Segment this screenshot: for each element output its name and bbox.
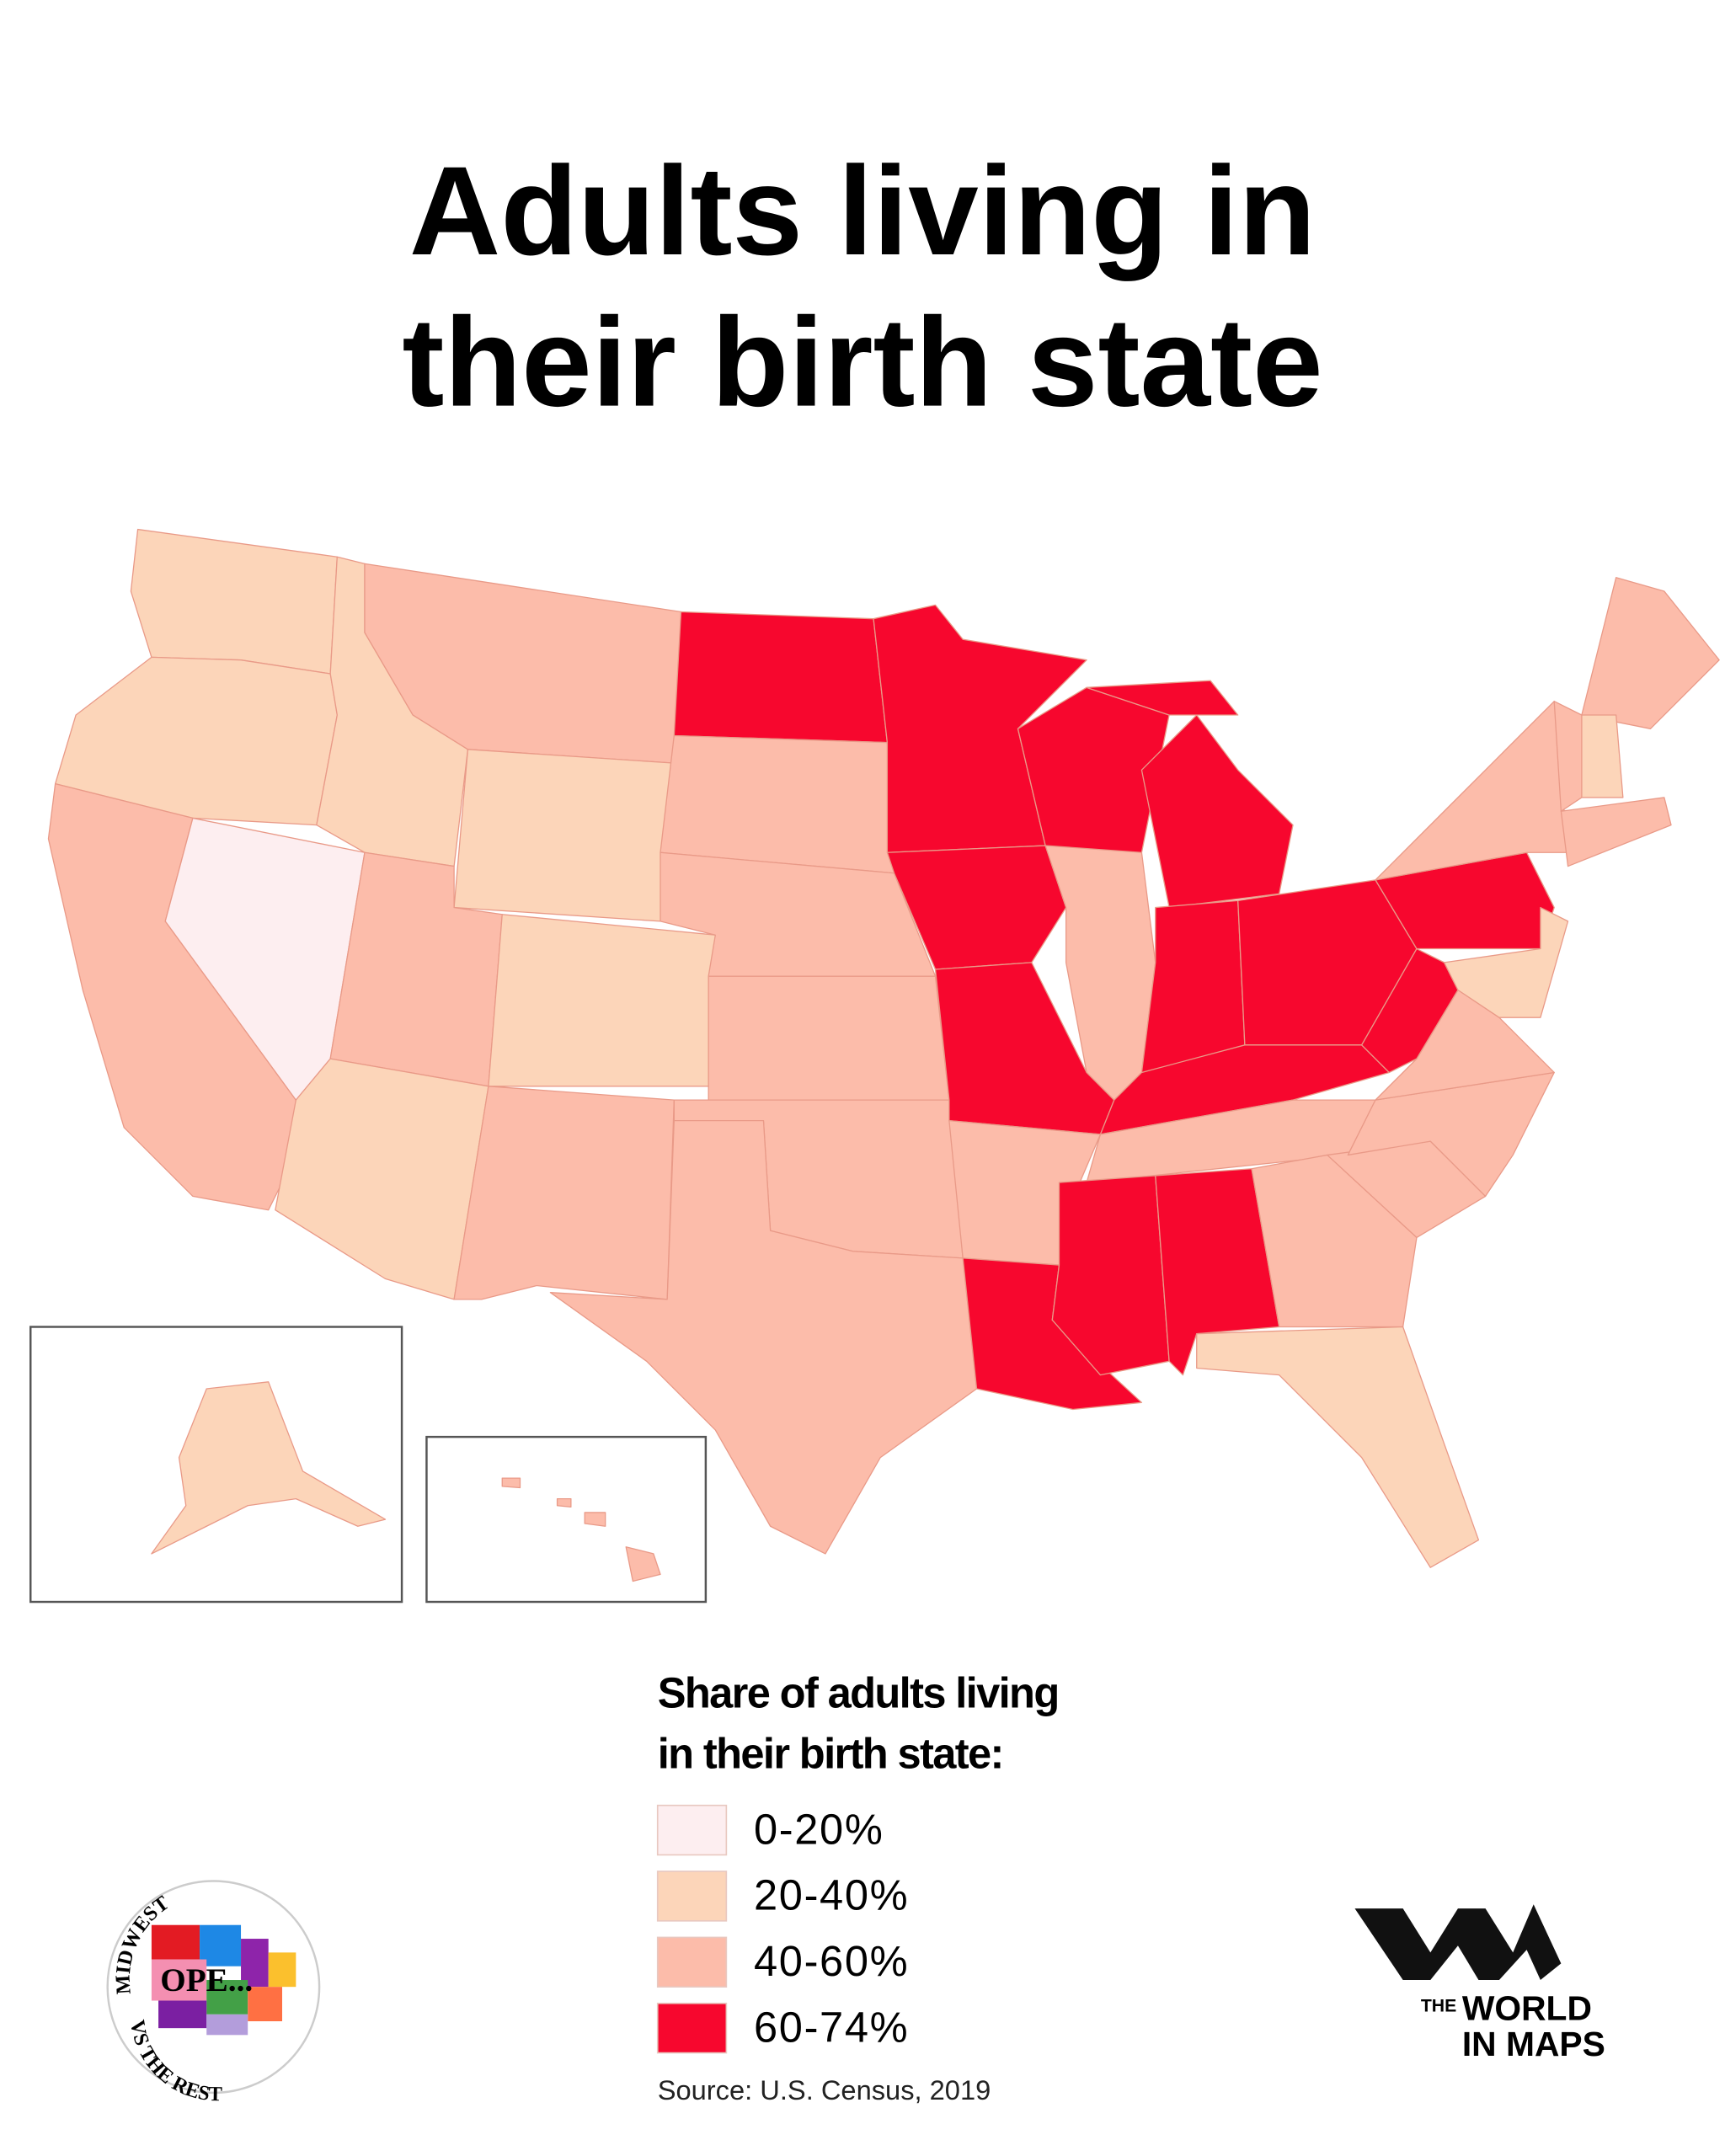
- state: [151, 1381, 387, 1555]
- legend: Share of adults living in their birth st…: [656, 1669, 1060, 2054]
- legend-label: 40-60%: [754, 1937, 909, 1985]
- state: [488, 914, 716, 1087]
- state: [1375, 701, 1569, 881]
- state: [1443, 906, 1569, 1018]
- world-in-maps-logo: THE WORLD IN MAPS: [1354, 1904, 1605, 2063]
- us-map: [29, 528, 1720, 1604]
- logo-text: WORLD: [1462, 1988, 1592, 2027]
- state: [660, 734, 895, 874]
- state: [275, 1058, 489, 1300]
- legend-swatch: [656, 1804, 728, 1856]
- state: [673, 611, 889, 744]
- legend-title: Share of adults living: [658, 1669, 1059, 1717]
- legend-label: 0-20%: [754, 1805, 884, 1853]
- state: [1581, 577, 1720, 729]
- state: [708, 975, 950, 1101]
- state: [1553, 701, 1583, 812]
- state: [1099, 1044, 1390, 1135]
- legend-label: 60-74%: [754, 2003, 909, 2051]
- state: [501, 1477, 521, 1489]
- state: [549, 1119, 978, 1555]
- state: [584, 1512, 606, 1527]
- state: [130, 528, 338, 675]
- legend-title: in their birth state:: [658, 1730, 1003, 1778]
- state: [1251, 1154, 1418, 1328]
- inset-frame: [425, 1435, 708, 1604]
- state: [453, 1086, 675, 1300]
- legend-label: 20-40%: [754, 1871, 909, 1919]
- legend-swatch: [656, 1936, 728, 1988]
- state: [453, 749, 675, 922]
- logo-text: THE: [1421, 1997, 1456, 2016]
- state: [1581, 714, 1624, 798]
- logo-text: IN MAPS: [1462, 2025, 1605, 2063]
- title-line: their birth state: [402, 291, 1322, 433]
- state: [1560, 797, 1672, 867]
- state: [1196, 1326, 1480, 1568]
- state: [625, 1546, 661, 1582]
- legend-swatch: [656, 1870, 728, 1922]
- state: [556, 1497, 572, 1508]
- legend-swatch: [656, 2002, 728, 2054]
- state: [1086, 680, 1239, 716]
- title-line: Adults living in: [409, 140, 1316, 281]
- inset-frame: [29, 1326, 403, 1604]
- state: [1140, 714, 1294, 909]
- source: Source: U.S. Census, 2019: [658, 2074, 991, 2105]
- logo-text: OPE...: [160, 1962, 253, 1999]
- midwest-logo: MIDWEST OPE... VS THE REST: [106, 1880, 321, 2105]
